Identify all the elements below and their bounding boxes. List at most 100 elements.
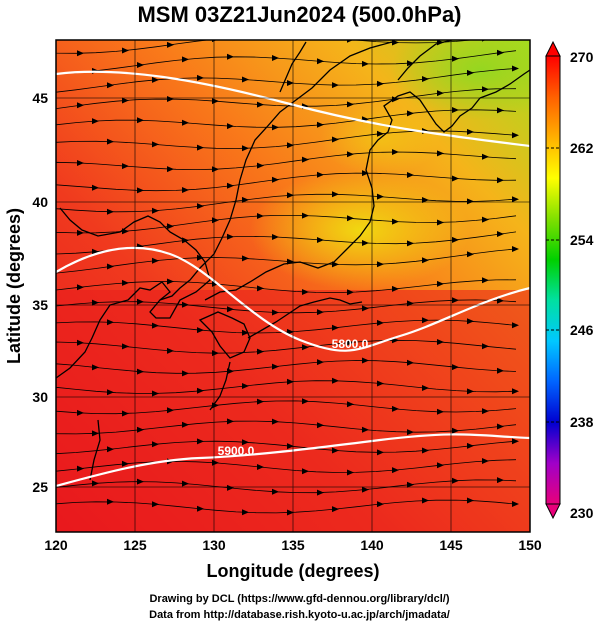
y-axis-label: Latitude (degrees)	[4, 208, 24, 364]
wind-arrowhead	[182, 237, 189, 244]
wind-arrowhead	[482, 153, 489, 160]
contour-label-5900: 5900.0	[218, 444, 255, 458]
wind-arrowhead	[137, 298, 144, 305]
wind-arrowhead	[92, 430, 99, 437]
wind-arrowhead	[182, 187, 189, 193]
y-tick-label: 25	[32, 479, 48, 495]
wind-arrowhead	[182, 421, 189, 428]
wind-arrowhead	[482, 216, 489, 223]
wind-arrowhead	[257, 162, 264, 169]
wind-arrowhead	[467, 69, 474, 76]
wind-arrowhead	[152, 501, 159, 508]
wind-arrowhead	[347, 151, 354, 158]
wind-arrowhead	[467, 251, 474, 258]
wind-arrowhead	[512, 132, 519, 139]
wind-arrowhead	[167, 96, 174, 102]
wind-arrowhead	[137, 368, 144, 375]
streamline	[56, 459, 517, 473]
wind-arrowhead	[302, 34, 309, 40]
wind-arrowhead	[182, 480, 189, 487]
x-axis: 120 125 130 135 140 145 150 Longitude (d…	[44, 537, 542, 581]
wind-arrowhead	[497, 477, 504, 484]
wind-arrowhead	[257, 398, 264, 405]
streamline	[56, 339, 517, 354]
wind-arrowhead	[512, 65, 519, 72]
streamline	[56, 193, 517, 213]
streamline	[56, 400, 517, 415]
wind-arrowhead	[137, 478, 144, 485]
wind-arrowhead	[437, 150, 444, 157]
wind-arrowhead	[77, 465, 84, 472]
wind-arrowhead	[437, 219, 444, 226]
y-tick-label: 45	[32, 90, 48, 106]
wind-arrowhead	[77, 284, 84, 291]
wind-arrowhead	[422, 257, 429, 264]
colorbar-label: 262	[570, 140, 594, 156]
wind-arrowhead	[482, 277, 489, 284]
wind-arrowhead	[332, 447, 339, 454]
wind-arrowhead	[182, 370, 189, 377]
wind-arrowhead	[92, 118, 99, 125]
streamline	[56, 151, 517, 171]
x-tick-label: 145	[439, 537, 463, 553]
wind-arrowhead	[407, 429, 414, 436]
wind-arrowhead	[317, 121, 324, 128]
wind-arrowhead	[167, 347, 174, 354]
wind-arrowhead	[377, 449, 384, 456]
wind-arrowhead	[287, 443, 294, 450]
wind-arrowhead	[347, 469, 354, 476]
wind-arrowhead	[512, 388, 519, 395]
wind-arrowhead	[332, 191, 339, 198]
wind-arrowhead	[497, 177, 504, 184]
wind-arrowhead	[317, 422, 324, 429]
wind-arrowhead	[302, 212, 309, 219]
wind-arrowhead	[482, 343, 489, 350]
wind-arrowhead	[242, 255, 249, 262]
wind-arrowhead	[347, 339, 354, 346]
y-tick-label: 40	[32, 194, 48, 210]
wind-arrowhead	[437, 408, 444, 415]
wind-arrowhead	[302, 156, 309, 163]
y-tick-label: 35	[32, 297, 48, 313]
wind-arrowhead	[227, 233, 234, 240]
wind-arrowhead	[377, 130, 384, 137]
wind-arrowhead	[77, 102, 84, 109]
wind-arrowhead	[122, 47, 129, 54]
wind-arrowhead	[362, 305, 369, 312]
wind-arrowhead	[512, 438, 519, 445]
wind-arrowhead	[437, 462, 444, 469]
wind-arrowhead	[467, 442, 474, 449]
wind-arrowhead	[482, 86, 489, 93]
wind-arrowhead	[227, 418, 234, 425]
wind-arrowhead	[497, 231, 504, 237]
wind-arrowhead	[107, 208, 114, 215]
wind-arrowhead	[287, 509, 294, 516]
streamline	[56, 215, 517, 234]
x-tick-label: 140	[360, 537, 384, 553]
wind-arrowhead	[392, 467, 399, 474]
wind-arrowhead	[332, 82, 339, 89]
wind-arrowhead	[497, 367, 504, 374]
streamline	[56, 319, 517, 334]
wind-arrowhead	[122, 97, 129, 104]
wind-arrowhead	[467, 198, 474, 205]
wind-arrowhead	[77, 229, 84, 236]
wind-arrowhead	[452, 297, 459, 304]
wind-arrowhead	[437, 339, 444, 345]
wind-arrowhead	[287, 142, 294, 149]
wind-arrowhead	[257, 101, 264, 108]
wind-arrowhead	[227, 182, 234, 189]
streamline	[56, 279, 517, 294]
wind-arrowhead	[182, 56, 189, 63]
wind-arrowhead	[272, 124, 279, 131]
wind-arrowhead	[377, 80, 384, 87]
wind-arrowhead	[137, 426, 144, 433]
wind-arrowhead	[302, 289, 309, 295]
wind-arrowhead	[152, 390, 159, 397]
wind-arrowhead	[272, 418, 279, 425]
wind-arrowhead	[257, 348, 264, 355]
wind-arrowhead	[122, 410, 129, 417]
wind-arrowhead	[242, 196, 249, 203]
wind-arrowhead	[197, 505, 204, 512]
wind-arrowhead	[362, 357, 369, 364]
